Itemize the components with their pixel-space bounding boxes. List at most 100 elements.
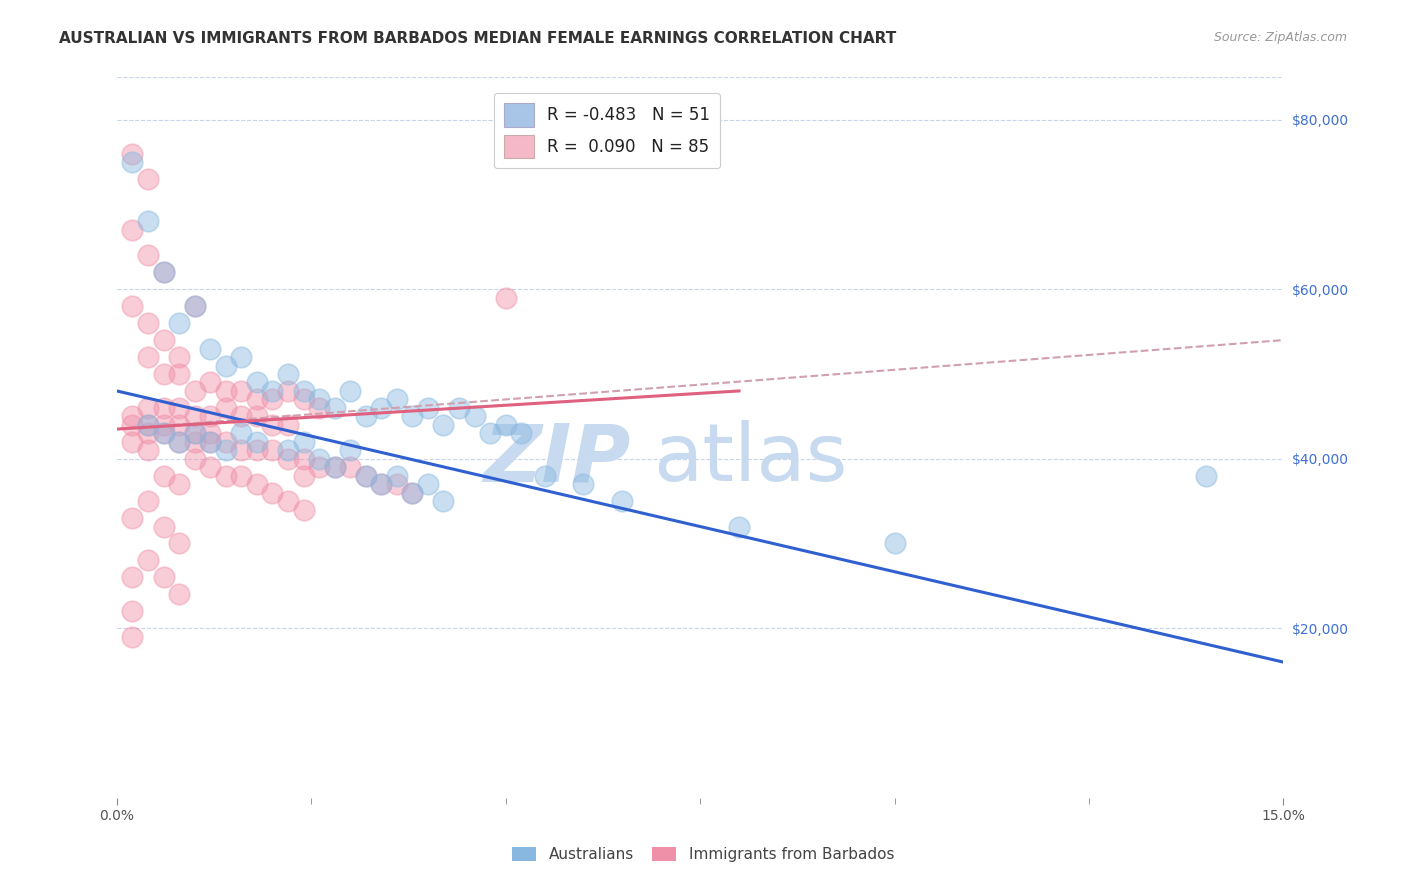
- Point: [246, 443, 269, 458]
- Point: [136, 443, 159, 458]
- Point: [385, 477, 408, 491]
- Point: [167, 367, 190, 381]
- Point: [136, 316, 159, 330]
- Point: [152, 426, 174, 441]
- Point: [167, 434, 190, 449]
- Point: [152, 265, 174, 279]
- Point: [167, 434, 190, 449]
- Point: [136, 350, 159, 364]
- Point: [152, 265, 174, 279]
- Point: [432, 494, 454, 508]
- Text: Source: ZipAtlas.com: Source: ZipAtlas.com: [1213, 31, 1347, 45]
- Point: [277, 443, 299, 458]
- Point: [323, 460, 346, 475]
- Point: [292, 468, 315, 483]
- Point: [262, 443, 284, 458]
- Point: [401, 485, 423, 500]
- Point: [198, 409, 221, 424]
- Point: [246, 409, 269, 424]
- Point: [292, 392, 315, 407]
- Point: [198, 342, 221, 356]
- Point: [231, 384, 253, 398]
- Point: [308, 401, 330, 415]
- Point: [262, 485, 284, 500]
- Point: [152, 401, 174, 415]
- Point: [401, 485, 423, 500]
- Point: [152, 468, 174, 483]
- Point: [1194, 468, 1216, 483]
- Point: [370, 477, 392, 491]
- Point: [198, 434, 221, 449]
- Point: [167, 477, 190, 491]
- Point: [385, 392, 408, 407]
- Point: [136, 426, 159, 441]
- Point: [167, 417, 190, 432]
- Point: [370, 401, 392, 415]
- Point: [152, 519, 174, 533]
- Point: [323, 401, 346, 415]
- Point: [152, 570, 174, 584]
- Point: [136, 553, 159, 567]
- Point: [277, 417, 299, 432]
- Point: [323, 460, 346, 475]
- Point: [215, 401, 238, 415]
- Point: [292, 384, 315, 398]
- Point: [121, 299, 143, 313]
- Point: [136, 248, 159, 262]
- Point: [231, 350, 253, 364]
- Point: [152, 417, 174, 432]
- Point: [401, 409, 423, 424]
- Point: [231, 409, 253, 424]
- Point: [308, 451, 330, 466]
- Text: ZIP: ZIP: [482, 420, 630, 498]
- Point: [277, 451, 299, 466]
- Point: [292, 502, 315, 516]
- Point: [215, 434, 238, 449]
- Point: [231, 468, 253, 483]
- Point: [262, 392, 284, 407]
- Legend: Australians, Immigrants from Barbados: Australians, Immigrants from Barbados: [506, 841, 900, 868]
- Point: [262, 384, 284, 398]
- Point: [198, 426, 221, 441]
- Point: [215, 443, 238, 458]
- Point: [354, 409, 377, 424]
- Point: [479, 426, 502, 441]
- Point: [183, 434, 205, 449]
- Point: [728, 519, 751, 533]
- Point: [339, 443, 361, 458]
- Point: [167, 587, 190, 601]
- Point: [277, 494, 299, 508]
- Point: [246, 434, 269, 449]
- Point: [246, 392, 269, 407]
- Point: [152, 426, 174, 441]
- Point: [198, 434, 221, 449]
- Point: [495, 291, 517, 305]
- Point: [152, 367, 174, 381]
- Point: [183, 426, 205, 441]
- Legend: R = -0.483   N = 51, R =  0.090   N = 85: R = -0.483 N = 51, R = 0.090 N = 85: [494, 93, 720, 169]
- Point: [308, 460, 330, 475]
- Point: [370, 477, 392, 491]
- Point: [121, 434, 143, 449]
- Point: [136, 417, 159, 432]
- Point: [183, 299, 205, 313]
- Point: [339, 384, 361, 398]
- Point: [339, 460, 361, 475]
- Point: [183, 426, 205, 441]
- Point: [277, 384, 299, 398]
- Point: [572, 477, 595, 491]
- Point: [136, 401, 159, 415]
- Text: atlas: atlas: [654, 420, 848, 498]
- Point: [136, 494, 159, 508]
- Point: [121, 417, 143, 432]
- Point: [136, 417, 159, 432]
- Point: [277, 367, 299, 381]
- Point: [121, 146, 143, 161]
- Point: [464, 409, 486, 424]
- Point: [883, 536, 905, 550]
- Point: [231, 426, 253, 441]
- Point: [183, 451, 205, 466]
- Point: [354, 468, 377, 483]
- Point: [152, 333, 174, 347]
- Point: [167, 316, 190, 330]
